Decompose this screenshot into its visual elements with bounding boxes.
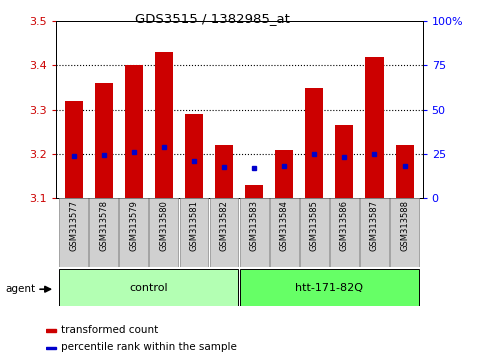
FancyBboxPatch shape	[240, 198, 269, 267]
Bar	[155, 52, 173, 198]
Bar	[185, 114, 203, 198]
Text: GSM313587: GSM313587	[370, 200, 379, 251]
Text: transformed count: transformed count	[61, 325, 158, 335]
Bar	[335, 125, 354, 198]
Bar	[215, 145, 233, 198]
Text: agent: agent	[6, 284, 36, 294]
Text: percentile rank within the sample: percentile rank within the sample	[61, 342, 237, 352]
FancyBboxPatch shape	[180, 198, 208, 267]
FancyBboxPatch shape	[210, 198, 239, 267]
FancyBboxPatch shape	[270, 198, 298, 267]
FancyBboxPatch shape	[59, 269, 239, 306]
Text: GSM313588: GSM313588	[400, 200, 409, 251]
Text: GSM313577: GSM313577	[69, 200, 78, 251]
FancyBboxPatch shape	[149, 198, 178, 267]
FancyBboxPatch shape	[300, 198, 329, 267]
FancyBboxPatch shape	[390, 198, 419, 267]
FancyBboxPatch shape	[330, 198, 359, 267]
Bar	[46, 347, 57, 349]
Text: GSM313583: GSM313583	[250, 200, 258, 251]
FancyBboxPatch shape	[360, 198, 389, 267]
FancyBboxPatch shape	[119, 198, 148, 267]
Bar	[125, 65, 143, 198]
Text: GSM313582: GSM313582	[220, 200, 228, 251]
Bar	[245, 185, 263, 198]
FancyBboxPatch shape	[89, 198, 118, 267]
FancyBboxPatch shape	[59, 198, 88, 267]
Text: GSM313580: GSM313580	[159, 200, 169, 251]
Bar	[46, 330, 57, 332]
Bar	[275, 150, 293, 198]
Bar	[366, 57, 384, 198]
Text: control: control	[129, 282, 168, 293]
Text: GDS3515 / 1382985_at: GDS3515 / 1382985_at	[135, 12, 290, 25]
Text: GSM313579: GSM313579	[129, 200, 138, 251]
Bar	[396, 145, 413, 198]
Bar	[95, 83, 113, 198]
Bar	[305, 88, 323, 198]
Text: htt-171-82Q: htt-171-82Q	[295, 282, 363, 293]
Bar	[65, 101, 83, 198]
FancyBboxPatch shape	[240, 269, 419, 306]
Text: GSM313581: GSM313581	[189, 200, 199, 251]
Text: GSM313585: GSM313585	[310, 200, 319, 251]
Text: GSM313586: GSM313586	[340, 200, 349, 251]
Text: GSM313578: GSM313578	[99, 200, 108, 251]
Text: GSM313584: GSM313584	[280, 200, 289, 251]
